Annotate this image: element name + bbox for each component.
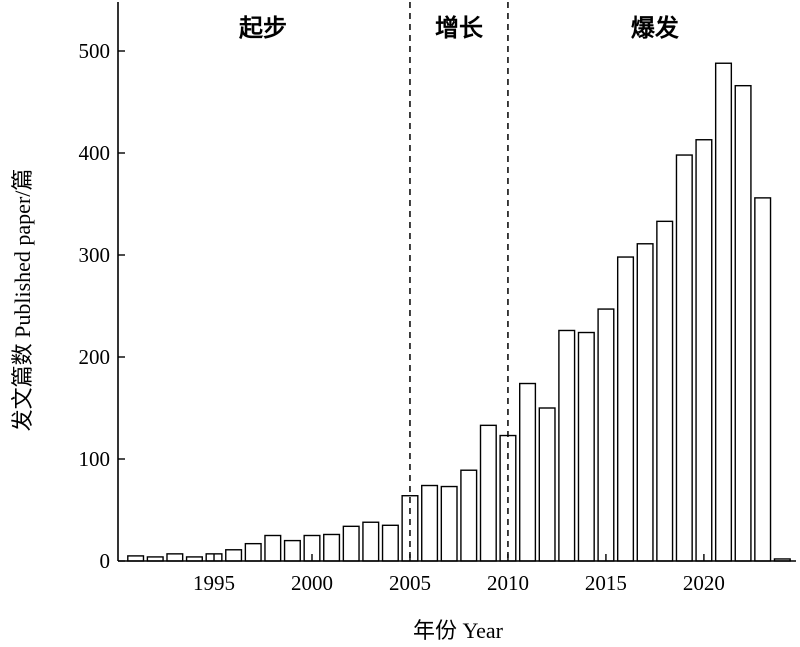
- bar-1993: [166, 553, 184, 562]
- bar-1996: [225, 549, 243, 562]
- bar-2020: [695, 139, 713, 562]
- x-ticks-group: 1995 2000 2005 2010 2015 2020: [193, 554, 725, 595]
- bar-2019: [675, 154, 693, 562]
- bar-2015: [597, 308, 615, 562]
- y-axis-title: 发文篇数 Published paper/篇: [10, 169, 35, 432]
- bar-1999: [283, 539, 301, 562]
- bars-group: [127, 62, 791, 562]
- x-tick-label-2015: 2015: [585, 571, 627, 595]
- bar-2006: [421, 484, 439, 562]
- bar-2003: [362, 521, 380, 562]
- bar-2021: [714, 62, 733, 562]
- bar-2014: [577, 331, 595, 562]
- y-tick-label-500: 500: [79, 39, 111, 63]
- phase-label-3: 爆发: [631, 14, 679, 42]
- y-tick-label-400: 400: [79, 141, 111, 165]
- x-axis-title: 年份 Year: [413, 618, 504, 643]
- phase-label-2: 增长: [435, 14, 484, 42]
- bar-2005: [401, 495, 419, 562]
- bar-2007: [440, 485, 458, 562]
- x-tick-label-2005: 2005: [389, 571, 431, 595]
- bar-2012: [538, 407, 556, 562]
- bar-2017: [636, 243, 654, 562]
- x-tick-label-1995: 1995: [193, 571, 235, 595]
- bar-2004: [381, 524, 399, 562]
- y-ticks-group: 0 100 200 300 400 500: [79, 39, 125, 573]
- y-tick-label-200: 200: [79, 345, 111, 369]
- bar-2016: [616, 256, 635, 562]
- y-tick-label-100: 100: [79, 447, 111, 471]
- bar-2009: [479, 424, 497, 562]
- bar-2023: [754, 197, 772, 562]
- y-tick-label-300: 300: [79, 243, 111, 267]
- axes-group: [117, 2, 796, 562]
- bar-2002: [342, 525, 360, 562]
- bar-2001: [323, 533, 341, 562]
- y-tick-label-0: 0: [100, 549, 111, 573]
- phase-dividers: [409, 2, 509, 561]
- phase-label-1: 起步: [238, 14, 287, 42]
- bar-2018: [656, 220, 674, 562]
- bar-1997: [244, 542, 262, 562]
- bar-2011: [519, 382, 537, 562]
- bar-2022: [734, 84, 752, 562]
- bar-2013: [558, 329, 576, 562]
- x-tick-label-2010: 2010: [487, 571, 529, 595]
- x-tick-label-2020: 2020: [683, 571, 725, 595]
- x-tick-label-2000: 2000: [291, 571, 333, 595]
- bar-2008: [460, 469, 478, 562]
- phase-labels-group: 起步 增长 爆发: [238, 14, 679, 42]
- bar-1998: [264, 534, 282, 562]
